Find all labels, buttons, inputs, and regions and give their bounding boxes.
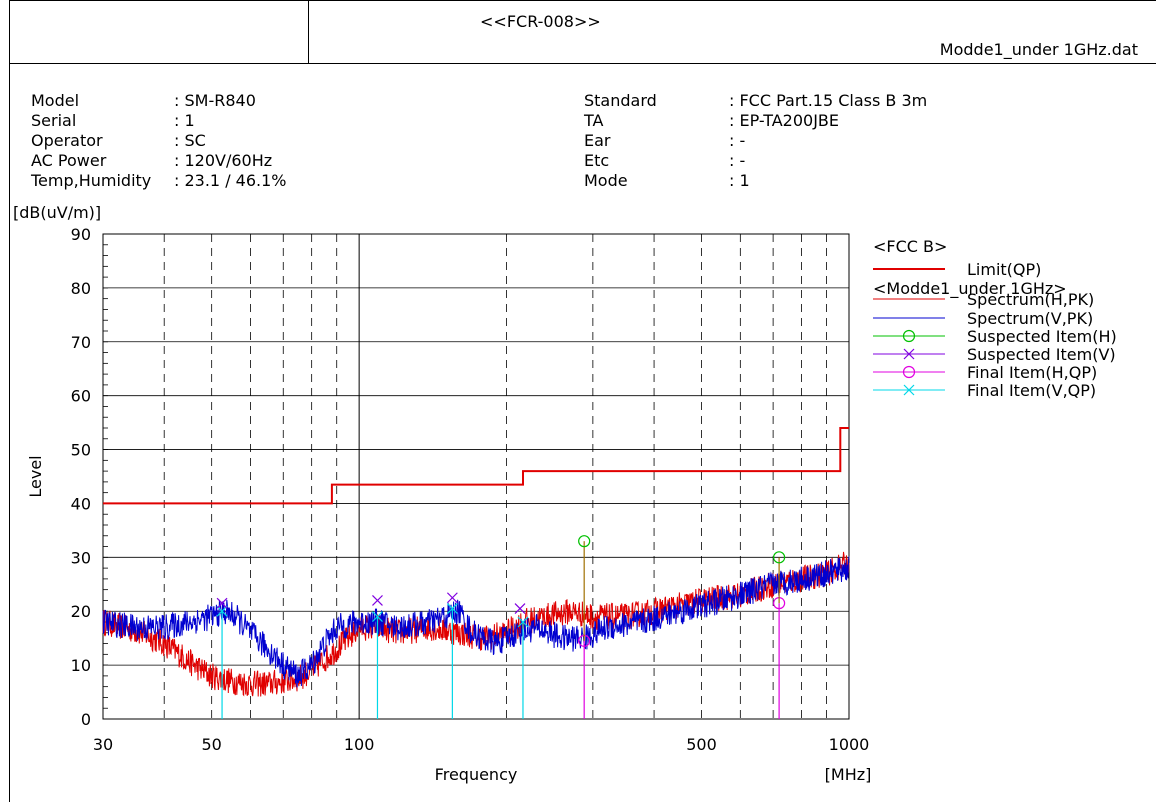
x-tick-label: 30 xyxy=(93,735,113,754)
header-rule xyxy=(309,63,1156,64)
legend-marker xyxy=(903,348,915,360)
x-tick-label: 50 xyxy=(201,735,221,754)
suspected-h-point xyxy=(578,535,591,548)
suspected-v-point xyxy=(216,597,228,609)
y-tick-label: 40 xyxy=(71,494,91,513)
legend-marker-stroke xyxy=(903,348,915,360)
final-v-point xyxy=(517,616,529,628)
logo-box xyxy=(9,0,309,64)
legend-item-label: Suspected Item(H) xyxy=(967,327,1117,346)
x-tick-label: 1000 xyxy=(829,735,870,754)
info-value: : 120V/60Hz xyxy=(174,151,273,170)
suspected-v-point xyxy=(514,603,526,614)
x-axis-label: Frequency xyxy=(435,765,518,784)
info-value: : EP-TA200JBE xyxy=(729,111,840,130)
legend-item-label: Limit(QP) xyxy=(967,260,1041,279)
y-tick-label: 0 xyxy=(81,710,91,729)
info-key: Mode xyxy=(584,171,628,190)
final-v-point-stroke xyxy=(446,603,458,614)
info-key: AC Power xyxy=(31,151,107,170)
info-key: Standard xyxy=(584,91,657,110)
suspected-v-point-stroke xyxy=(514,603,526,614)
legend-marker-stroke xyxy=(903,384,915,396)
final-v-point xyxy=(216,605,228,617)
report-frame xyxy=(9,0,1156,802)
y-tick-label: 70 xyxy=(71,333,91,352)
legend-item-label: Final Item(V,QP) xyxy=(967,381,1096,400)
y-tick-label: 30 xyxy=(71,548,91,567)
suspected-h-point xyxy=(773,551,786,564)
final-v-point-stroke xyxy=(216,605,228,617)
spectrum-v-series xyxy=(102,556,850,688)
y-tick-label: 90 xyxy=(71,225,91,244)
y-axis-unit: [dB(uV/m)] xyxy=(13,203,102,222)
limit-qp-series xyxy=(103,427,849,505)
info-key: Temp,Humidity xyxy=(31,171,152,190)
final-v-point-stroke xyxy=(517,616,529,628)
x-tick-label: 500 xyxy=(686,735,717,754)
y-tick-label: 20 xyxy=(71,602,91,621)
final-v-point xyxy=(446,603,458,614)
y-tick-label: 50 xyxy=(71,441,91,460)
legend-item-label: Suspected Item(V) xyxy=(967,345,1116,364)
legend-marker xyxy=(902,365,916,379)
final-v-point xyxy=(372,611,383,623)
info-value: : 23.1 / 46.1% xyxy=(174,171,287,190)
spectrum-h-series xyxy=(102,551,850,697)
y-axis-label: Level xyxy=(26,455,45,497)
plot-area xyxy=(102,233,850,720)
report-id: <<FCR-008>> xyxy=(480,12,601,31)
suspected-v-point xyxy=(372,595,383,606)
info-key: Model xyxy=(31,91,80,110)
legend-marker xyxy=(902,329,916,343)
legend-item-label: Spectrum(H,PK) xyxy=(967,290,1094,309)
info-value: : - xyxy=(729,151,746,170)
info-value: : 1 xyxy=(174,111,195,130)
info-key: Ear xyxy=(584,131,611,150)
legend-marker xyxy=(903,384,915,396)
final-v-point-stroke xyxy=(372,611,383,623)
y-tick-label: 80 xyxy=(71,279,91,298)
info-key: Operator xyxy=(31,131,103,150)
legend-item-label: Final Item(H,QP) xyxy=(967,363,1097,382)
info-value: : FCC Part.15 Class B 3m xyxy=(729,91,928,110)
info-value: : - xyxy=(729,131,746,150)
y-tick-label: 60 xyxy=(71,387,91,406)
info-value: : 1 xyxy=(729,171,750,190)
legend-group-mode: <Modde1_under 1GHz> xyxy=(873,279,1067,299)
x-tick-label: 100 xyxy=(344,735,375,754)
legend-item-label: Spectrum(V,PK) xyxy=(967,309,1093,328)
info-key: Etc xyxy=(584,151,610,170)
file-name: Modde1_under 1GHz.dat xyxy=(939,40,1138,59)
info-value: : SM-R840 xyxy=(174,91,256,110)
suspected-v-point xyxy=(446,592,458,604)
suspected-v-point-stroke xyxy=(372,595,383,606)
y-tick-label: 10 xyxy=(71,656,91,675)
suspected-v-point-stroke xyxy=(446,592,458,604)
suspected-v-point-stroke xyxy=(216,597,228,609)
legend-group-fcc: <FCC B> xyxy=(873,237,947,256)
info-key: Serial xyxy=(31,111,77,130)
x-axis-unit: [MHz] xyxy=(825,765,872,784)
info-key: TA xyxy=(584,111,604,130)
info-value: : SC xyxy=(174,131,206,150)
